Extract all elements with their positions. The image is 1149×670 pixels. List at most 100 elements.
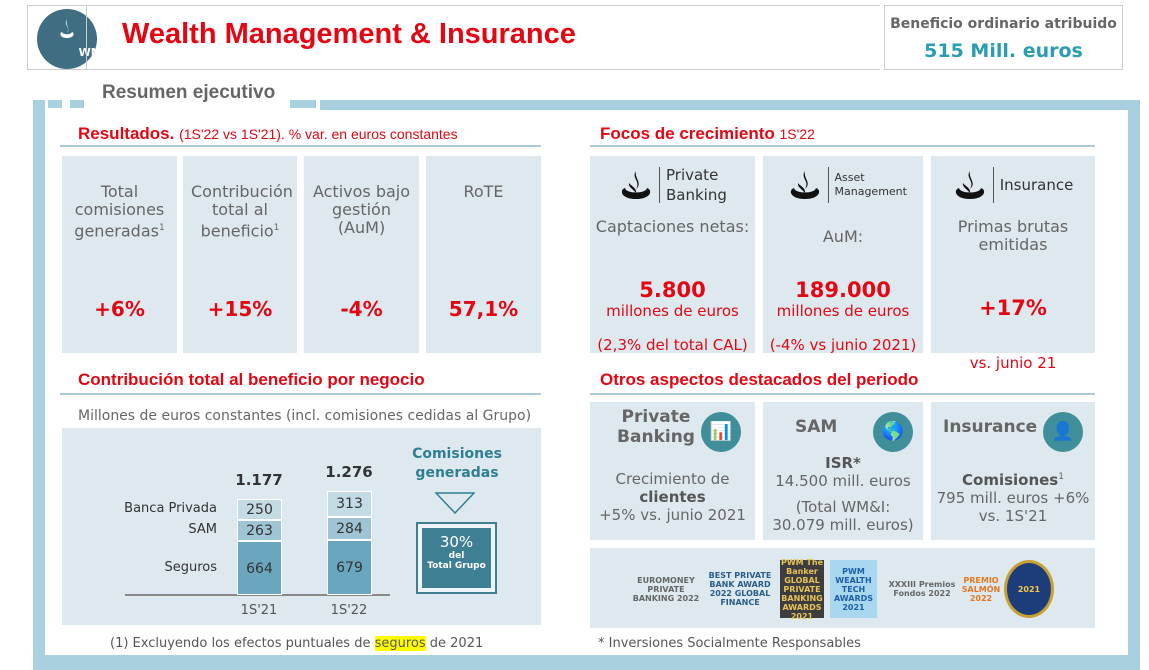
- frame-dash: [290, 100, 304, 108]
- body-line: Crecimiento de: [590, 470, 755, 488]
- contribucion-subtitle: Millones de euros constantes (incl. comi…: [78, 408, 532, 424]
- frame-dash: [304, 100, 316, 108]
- body-line: (Total WM&I:: [795, 498, 891, 516]
- card-label: RoTE: [426, 183, 541, 283]
- brand-name: Insurance: [999, 176, 1074, 194]
- focus-note: vs. junio 21: [969, 354, 1057, 372]
- logo-text: WM&I: [78, 46, 116, 59]
- total-grupo-box: 30% del Total Grupo: [416, 522, 497, 594]
- result-card: Total comisiones generadas1 +6%: [62, 156, 177, 353]
- otros-title: Otros aspectos destacados del periodo: [600, 370, 919, 389]
- contribucion-footnote: (1) Excluyendo los efectos puntuales de …: [110, 636, 483, 651]
- focus-label: AuM:: [822, 227, 864, 246]
- focus-note: (2,3% del total CAL): [597, 336, 748, 354]
- frame-dash: [48, 100, 62, 108]
- series-label: Banca Privada: [124, 501, 217, 517]
- footnote-text: de 2021: [425, 636, 484, 651]
- brand-separator: [827, 167, 829, 203]
- brand-logo: Asset Management: [763, 162, 923, 208]
- body-text: Crecimiento de: [615, 470, 730, 488]
- contribucion-title: Contribución total al beneficio por nego…: [78, 370, 425, 389]
- card-heading: Insurance: [943, 417, 1038, 437]
- award-badge: EUROMONEY PRIVATE BANKING 2022: [632, 575, 700, 603]
- bar-segment-banca-privada: 313: [327, 491, 372, 517]
- brand-logo: Private Banking: [590, 162, 755, 208]
- focus-card: Asset Management AuM: 189.000 millones de e…: [763, 156, 923, 354]
- stacked-bar-chart: Comisiones generadas 30% del Total Grupo…: [62, 428, 541, 625]
- chart-growth-icon: 📊: [701, 412, 741, 452]
- bar-segment-sam: 263: [237, 519, 282, 541]
- focus-label: Captaciones netas:: [595, 217, 750, 236]
- result-card: RoTE 57,1%: [426, 156, 541, 353]
- santander-flame-icon: [621, 171, 651, 199]
- superscript: 1: [273, 223, 280, 233]
- total-grupo-line2: Total Grupo: [427, 561, 486, 571]
- body-line: clientes: [639, 488, 706, 506]
- card-label-text: Activos bajo gestión (AuM): [312, 182, 411, 237]
- underline: [60, 393, 541, 395]
- brand-separator: [659, 167, 660, 203]
- bar-total: 1.177: [235, 471, 283, 490]
- card-body: Comisiones1 795 mill. euros +6% vs. 1S'21: [931, 468, 1095, 525]
- body-text: Comisiones: [962, 471, 1059, 489]
- card-value: 57,1%: [448, 297, 519, 321]
- body-line: vs. 1S'21: [978, 507, 1048, 525]
- brand-logo: Insurance: [931, 162, 1095, 208]
- card-label-text: Total comisiones generadas: [74, 182, 165, 241]
- card-body: Crecimiento de clientes +5% vs. junio 2021: [590, 470, 755, 524]
- focos-title: Focos de crecimiento 1S'22: [600, 124, 815, 144]
- footnote-highlight: seguros: [374, 636, 426, 651]
- kpi-value: 515 Mill. euros: [924, 40, 1083, 62]
- body-line: Comisiones1: [931, 468, 1095, 489]
- x-tick-label: 1S'22: [330, 603, 368, 618]
- card-value: +15%: [207, 297, 273, 321]
- bar-segment-banca-privada: 250: [237, 499, 282, 520]
- focus-value: +17%: [979, 296, 1047, 320]
- isr-footnote: * Inversiones Socialmente Responsables: [598, 636, 861, 651]
- body-line: 795 mill. euros +6%: [936, 489, 1090, 507]
- highlight-card: SAM 🌎 ISR* 14.500 mill. euros (Total WM&I: 30…: [763, 402, 923, 540]
- highlight-card: Insurance 👤 Comisiones1 795 mill. euros +6%…: [931, 402, 1095, 540]
- focos-heading: Focos de crecimiento: [600, 124, 775, 143]
- footnote-text: (1) Excluyendo los efectos puntuales de: [110, 636, 375, 651]
- underline: [590, 145, 1095, 147]
- flame-icon: [60, 19, 74, 38]
- focus-note: (-4% vs junio 2021): [769, 336, 917, 354]
- divider: [86, 5, 87, 70]
- award-badge: 2021: [1004, 560, 1054, 618]
- resultados-subtitle: (1S'22 vs 1S'21). % var. en euros consta…: [179, 126, 458, 142]
- frame: [33, 100, 45, 670]
- frame: [1128, 100, 1140, 670]
- body-line: 14.500 mill. euros: [775, 472, 911, 490]
- focus-unit: [931, 320, 1095, 340]
- card-value: -4%: [340, 297, 383, 321]
- resultados-title: Resultados. (1S'22 vs 1S'21). % var. en …: [78, 124, 458, 144]
- superscript: 1: [158, 223, 165, 233]
- bar-segment-seguros: 679: [327, 539, 372, 595]
- card-heading: Private Banking: [617, 407, 695, 447]
- kpi-label: Beneficio ordinario atribuido: [890, 16, 1117, 32]
- person-hand-icon: 👤: [1043, 412, 1083, 452]
- award-badge: PREMIO SALMÓN 2022: [961, 575, 1001, 603]
- award-badge: XXXIII Premios Fondos 2022: [888, 580, 956, 598]
- focus-card: Insurance Primas brutas emitidas +17% vs. j…: [931, 156, 1095, 372]
- award-badge: BEST PRIVATE BANK AWARD 2022 GLOBAL FINA…: [708, 571, 772, 607]
- frame: [33, 655, 1140, 670]
- comisiones-title: Comisiones generadas: [412, 446, 502, 481]
- result-card: Activos bajo gestión (AuM) -4%: [304, 156, 419, 353]
- awards-strip: EUROMONEY PRIVATE BANKING 2022 BEST PRIVA…: [590, 548, 1095, 628]
- globe-hand-icon: 🌎: [873, 412, 913, 452]
- card-label-text: RoTE: [463, 182, 504, 201]
- underline: [590, 393, 1095, 395]
- card-label: Total comisiones generadas1: [62, 182, 177, 283]
- focus-unit: millones de euros: [776, 302, 910, 320]
- x-axis: [125, 594, 390, 596]
- section-title: Resumen ejecutivo: [102, 82, 276, 103]
- bar-segment-seguros: 664: [237, 541, 282, 595]
- brand-separator: [992, 167, 994, 203]
- focus-label: Primas brutas emitidas: [957, 217, 1069, 254]
- focus-value: 5.800: [639, 278, 706, 302]
- body-line: +5% vs. junio 2021: [599, 506, 746, 524]
- series-label: SAM: [188, 522, 217, 538]
- wmi-logo: WM&I: [37, 9, 115, 69]
